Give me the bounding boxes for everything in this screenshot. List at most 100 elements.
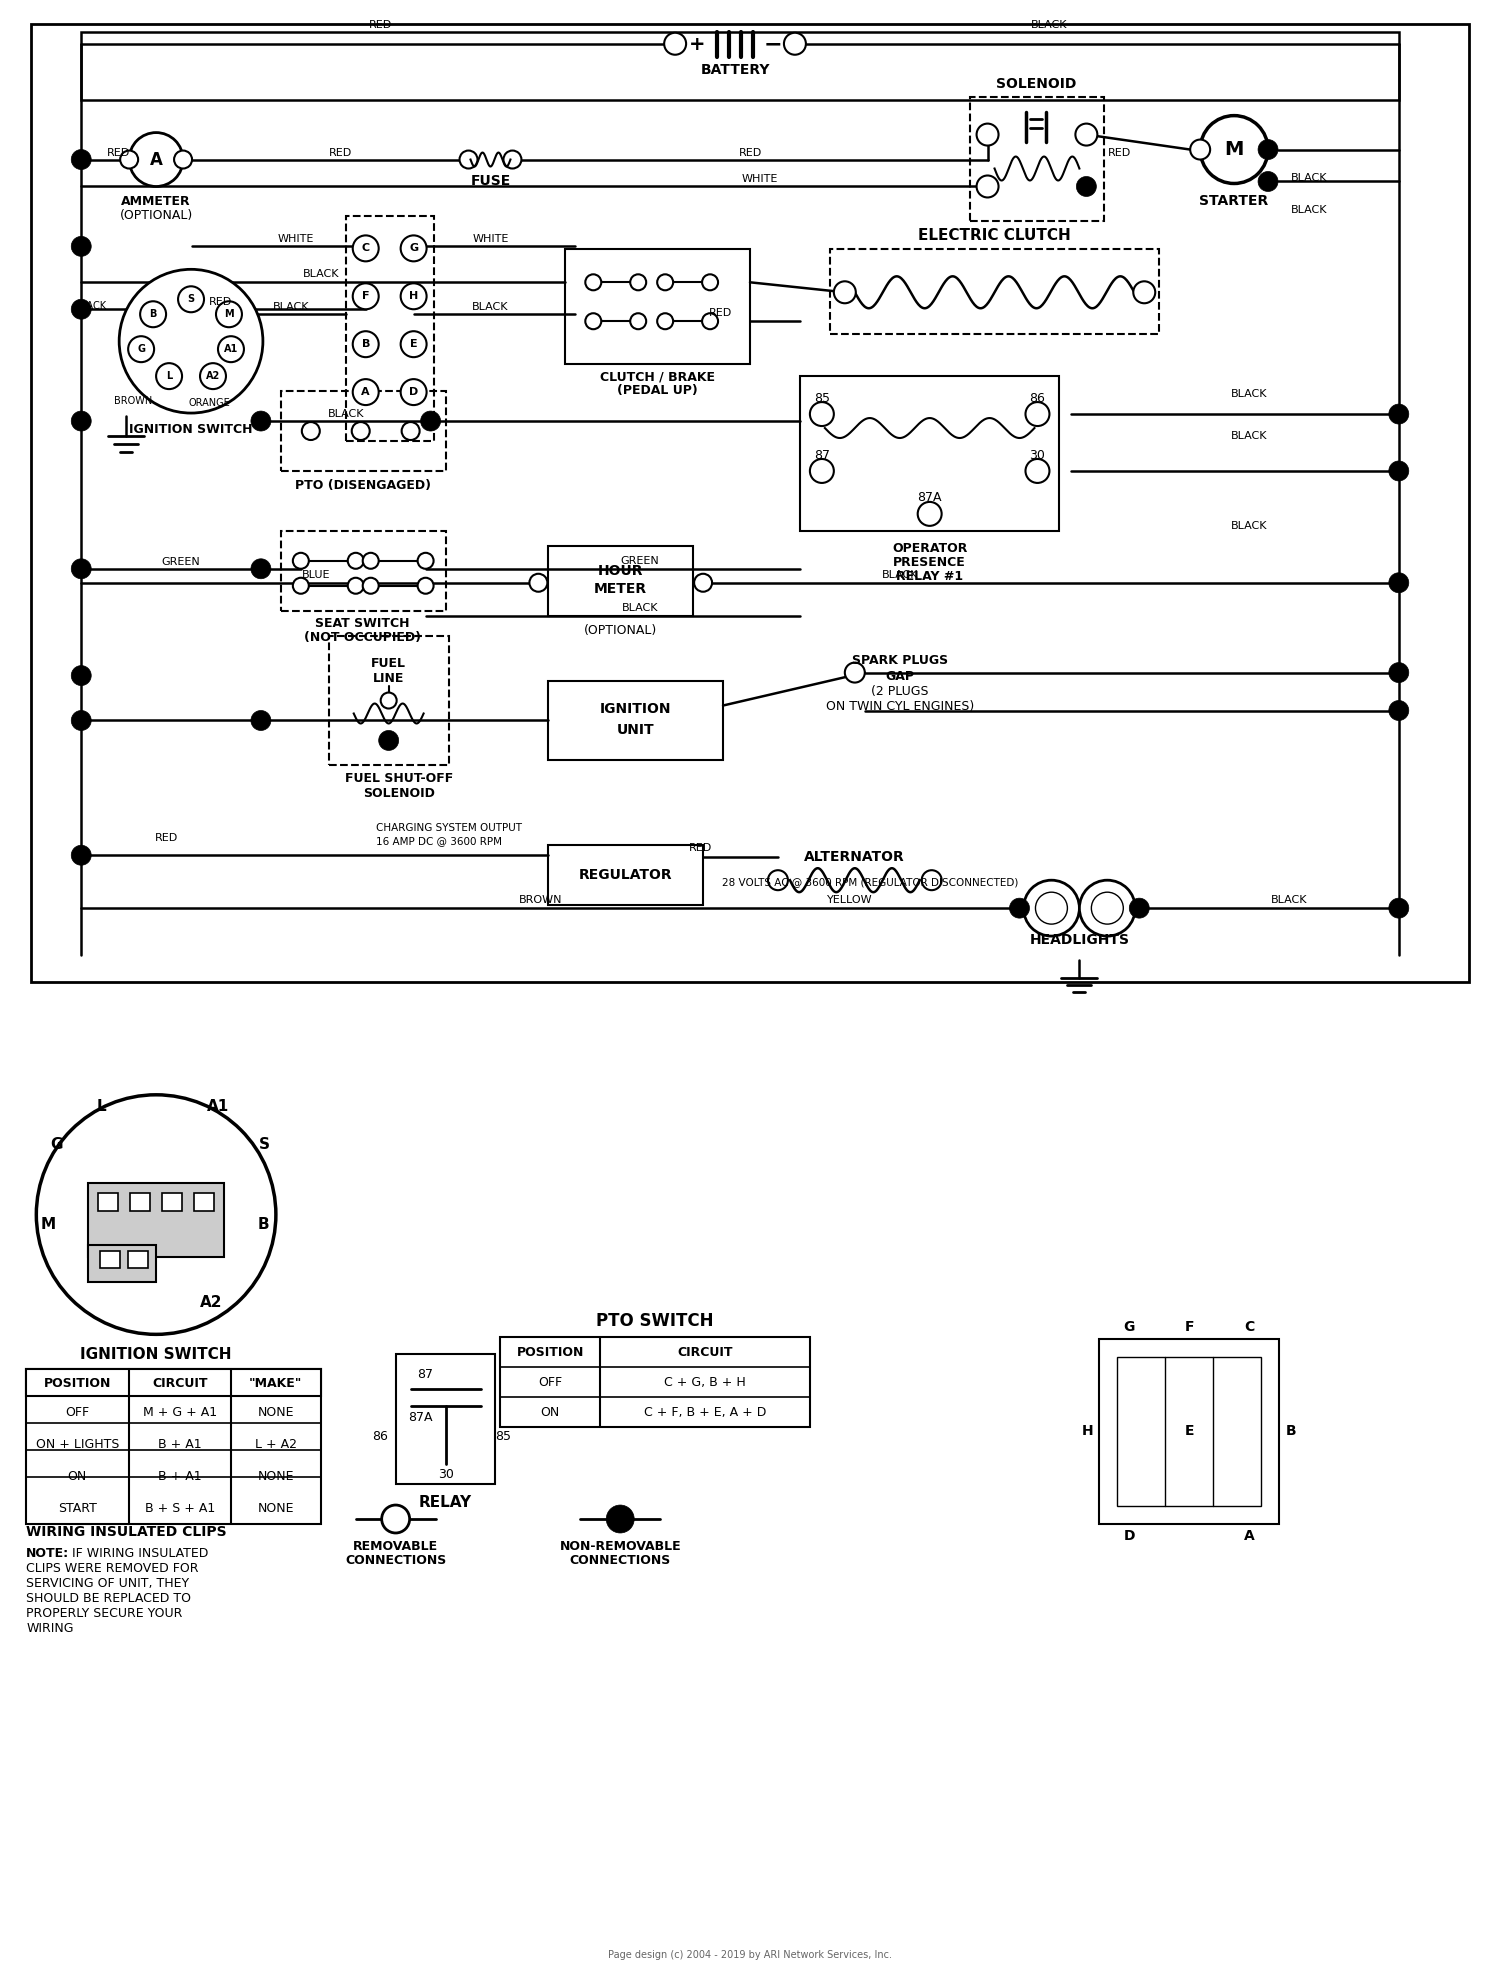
Text: ON TWIN CYL ENGINES): ON TWIN CYL ENGINES) bbox=[825, 700, 974, 714]
Circle shape bbox=[657, 274, 674, 290]
Text: WHITE: WHITE bbox=[742, 174, 778, 185]
Text: START: START bbox=[58, 1501, 96, 1514]
Circle shape bbox=[72, 150, 92, 170]
Text: S: S bbox=[258, 1138, 270, 1152]
Text: SOLENOID: SOLENOID bbox=[363, 787, 435, 801]
Circle shape bbox=[352, 379, 378, 404]
Circle shape bbox=[420, 410, 441, 432]
Circle shape bbox=[1010, 897, 1029, 919]
Circle shape bbox=[72, 237, 92, 256]
Bar bbox=[162, 1193, 182, 1211]
Text: B: B bbox=[1286, 1424, 1296, 1438]
Text: NOTE:: NOTE: bbox=[27, 1546, 69, 1560]
Circle shape bbox=[292, 552, 309, 568]
Text: RED: RED bbox=[1107, 148, 1131, 158]
Circle shape bbox=[1200, 116, 1268, 183]
Text: FUEL SHUT-OFF: FUEL SHUT-OFF bbox=[345, 771, 453, 785]
Bar bbox=[345, 217, 433, 442]
Text: YELLOW: YELLOW bbox=[827, 895, 873, 905]
Text: ALTERNATOR: ALTERNATOR bbox=[804, 850, 904, 864]
Bar bbox=[1118, 1357, 1262, 1507]
Circle shape bbox=[1092, 891, 1124, 925]
Text: CHARGING SYSTEM OUTPUT: CHARGING SYSTEM OUTPUT bbox=[375, 822, 522, 834]
Text: "MAKE": "MAKE" bbox=[249, 1376, 303, 1390]
Bar bbox=[549, 546, 693, 615]
Text: E: E bbox=[1185, 1424, 1194, 1438]
Text: PTO SWITCH: PTO SWITCH bbox=[597, 1313, 714, 1331]
Text: B + S + A1: B + S + A1 bbox=[146, 1501, 214, 1514]
Bar bbox=[280, 390, 446, 471]
Text: FUSE: FUSE bbox=[471, 174, 510, 189]
Text: STARTER: STARTER bbox=[1200, 195, 1269, 209]
Circle shape bbox=[459, 150, 477, 168]
Circle shape bbox=[1389, 461, 1408, 481]
Text: WHITE: WHITE bbox=[472, 235, 508, 245]
Circle shape bbox=[834, 282, 856, 304]
Text: NONE: NONE bbox=[258, 1406, 294, 1418]
Text: 86: 86 bbox=[372, 1430, 387, 1444]
Circle shape bbox=[363, 578, 378, 594]
Circle shape bbox=[378, 730, 399, 751]
Bar bbox=[98, 1193, 118, 1211]
Circle shape bbox=[630, 314, 646, 329]
Text: SEAT SWITCH: SEAT SWITCH bbox=[315, 617, 410, 631]
Circle shape bbox=[630, 274, 646, 290]
Text: RELAY #1: RELAY #1 bbox=[896, 570, 963, 584]
Circle shape bbox=[810, 402, 834, 426]
Bar bbox=[194, 1193, 214, 1211]
Text: RED: RED bbox=[328, 148, 352, 158]
Circle shape bbox=[72, 410, 92, 432]
Circle shape bbox=[381, 1505, 410, 1532]
Text: PRESENCE: PRESENCE bbox=[894, 556, 966, 570]
Text: OFF: OFF bbox=[538, 1376, 562, 1388]
Circle shape bbox=[657, 314, 674, 329]
Circle shape bbox=[1389, 700, 1408, 720]
Text: RED: RED bbox=[210, 298, 232, 308]
Text: BLACK: BLACK bbox=[327, 408, 364, 420]
Circle shape bbox=[784, 34, 806, 55]
Circle shape bbox=[1080, 880, 1136, 937]
Text: POSITION: POSITION bbox=[516, 1345, 584, 1359]
Circle shape bbox=[810, 459, 834, 483]
Circle shape bbox=[251, 558, 272, 578]
Text: 87A: 87A bbox=[918, 491, 942, 505]
Circle shape bbox=[1258, 172, 1278, 191]
Text: IGNITION: IGNITION bbox=[600, 702, 670, 716]
Text: BLUE: BLUE bbox=[302, 570, 330, 580]
Circle shape bbox=[976, 176, 999, 197]
Text: L: L bbox=[166, 371, 172, 381]
Text: BLACK: BLACK bbox=[1270, 895, 1306, 905]
Circle shape bbox=[1389, 404, 1408, 424]
Circle shape bbox=[504, 150, 522, 168]
Circle shape bbox=[348, 552, 363, 568]
Text: (2 PLUGS: (2 PLUGS bbox=[871, 684, 928, 698]
Circle shape bbox=[178, 286, 204, 312]
Text: CLIPS WERE REMOVED FOR
SERVICING OF UNIT, THEY
SHOULD BE REPLACED TO
PROPERLY SE: CLIPS WERE REMOVED FOR SERVICING OF UNIT… bbox=[27, 1562, 200, 1635]
Text: RED: RED bbox=[154, 834, 177, 844]
Text: OFF: OFF bbox=[64, 1406, 90, 1418]
Circle shape bbox=[1026, 402, 1050, 426]
Circle shape bbox=[381, 692, 396, 708]
Text: D: D bbox=[410, 387, 419, 396]
Circle shape bbox=[606, 1505, 634, 1532]
Circle shape bbox=[72, 558, 92, 578]
Circle shape bbox=[352, 284, 378, 310]
Text: OPERATOR: OPERATOR bbox=[892, 542, 968, 556]
Text: SPARK PLUGS: SPARK PLUGS bbox=[852, 655, 948, 667]
Text: L + A2: L + A2 bbox=[255, 1438, 297, 1451]
Text: BLACK: BLACK bbox=[1232, 521, 1268, 530]
Text: A1: A1 bbox=[224, 345, 238, 355]
Text: GREEN: GREEN bbox=[162, 556, 201, 566]
Text: +: + bbox=[688, 35, 705, 55]
Text: BLACK: BLACK bbox=[1232, 432, 1268, 442]
Text: G: G bbox=[1124, 1321, 1136, 1335]
Circle shape bbox=[694, 574, 712, 592]
Text: 30: 30 bbox=[438, 1467, 453, 1481]
Text: BLACK: BLACK bbox=[74, 302, 106, 312]
Text: (OPTIONAL): (OPTIONAL) bbox=[584, 625, 657, 637]
Text: C: C bbox=[1244, 1321, 1254, 1335]
Circle shape bbox=[585, 314, 602, 329]
Circle shape bbox=[352, 331, 378, 357]
Text: A1: A1 bbox=[207, 1098, 230, 1114]
Circle shape bbox=[417, 552, 434, 568]
